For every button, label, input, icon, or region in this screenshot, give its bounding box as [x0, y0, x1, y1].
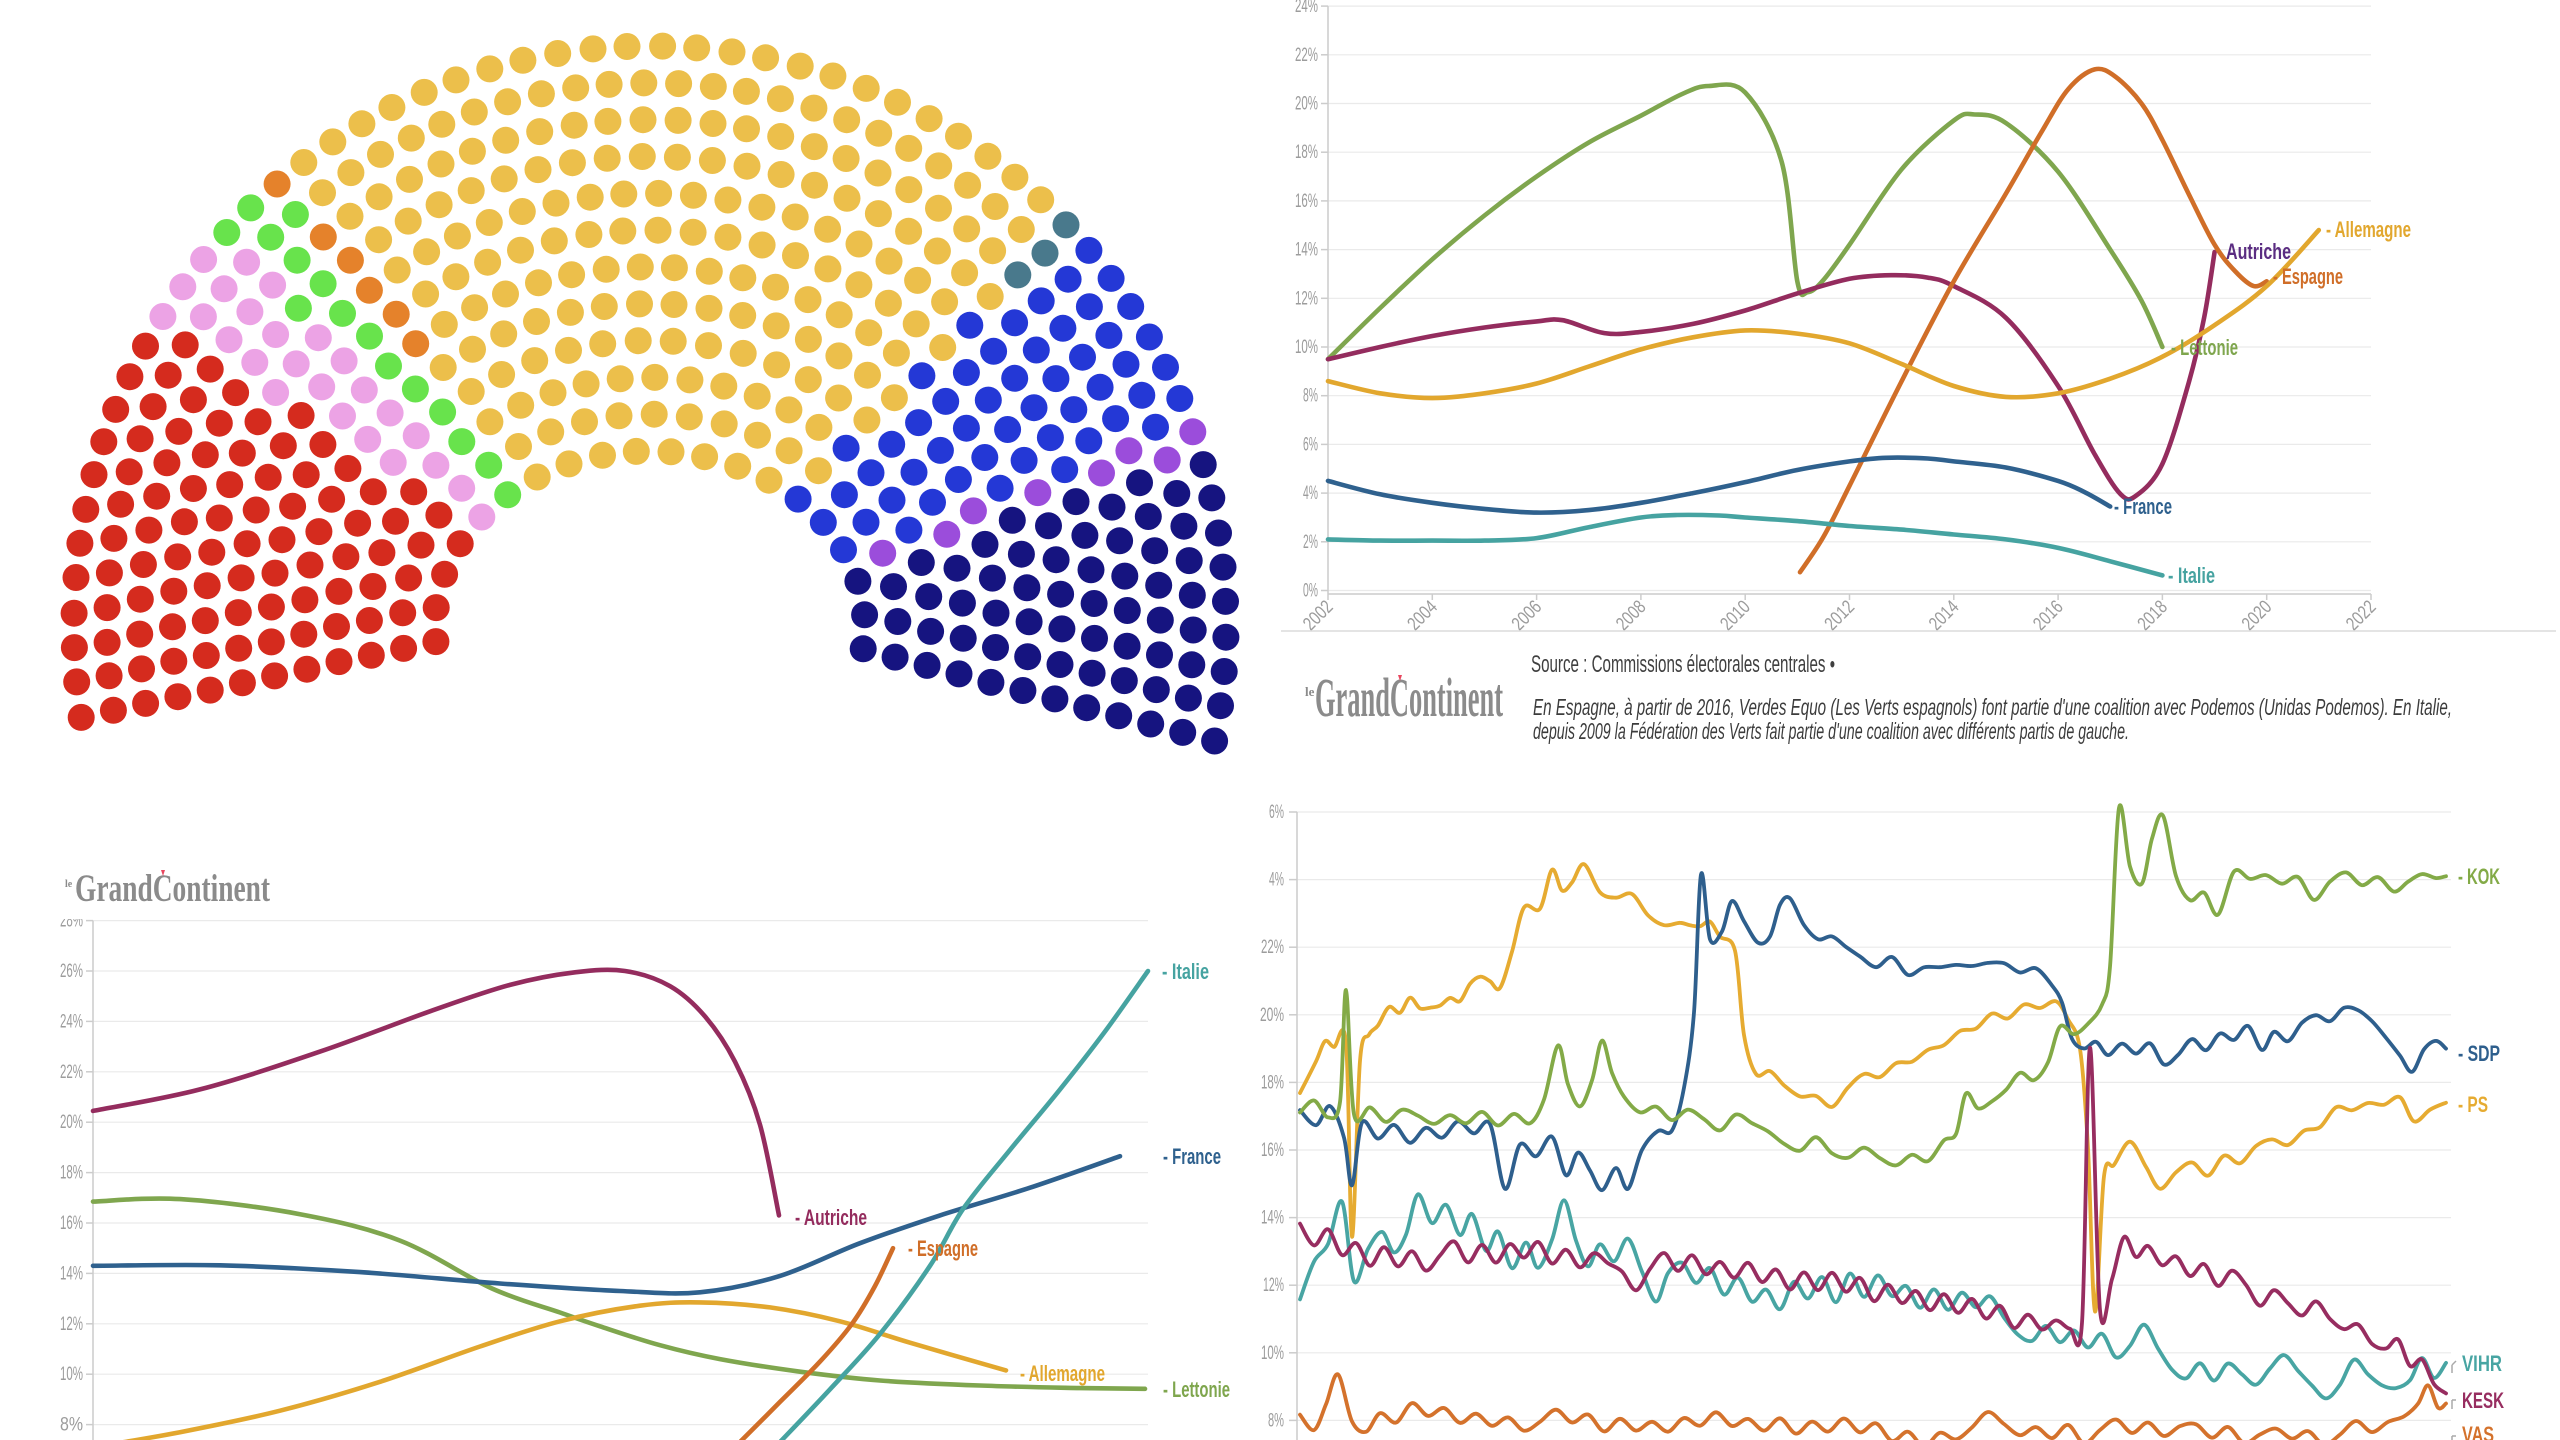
svg-text:Source : Commissions électoral: Source : Commissions électorales central…	[1531, 651, 1835, 678]
svg-text:KESK: KESK	[2462, 1388, 2504, 1413]
svg-text:GrandContinent: GrandContinent	[1315, 667, 1503, 728]
svg-text:18%: 18%	[1295, 142, 1318, 163]
svg-text:14%: 14%	[1261, 1208, 1284, 1229]
svg-text:22%: 22%	[1295, 45, 1318, 66]
svg-text:22%: 22%	[1261, 937, 1284, 958]
svg-text:- Allemagne: - Allemagne	[2326, 217, 2411, 242]
svg-text:VIHR: VIHR	[2462, 1351, 2502, 1376]
svg-text:GrandContinent: GrandContinent	[75, 867, 270, 910]
svg-text:12%: 12%	[1263, 1275, 1284, 1296]
svg-text:18%: 18%	[60, 1163, 83, 1184]
svg-text:En Espagne, à partir de 2016,: En Espagne, à partir de 2016, Verdes Equ…	[1533, 694, 2452, 720]
svg-text:20%: 20%	[1260, 1005, 1284, 1026]
svg-text:20%: 20%	[60, 1112, 83, 1133]
svg-text:- Lettonie: - Lettonie	[2171, 335, 2238, 360]
svg-text:- Autriche: - Autriche	[795, 1205, 867, 1230]
svg-text:24%: 24%	[60, 1011, 83, 1032]
svg-text:10%: 10%	[60, 1364, 83, 1385]
svg-text:VAS: VAS	[2462, 1422, 2494, 1440]
svg-text:- Italie: - Italie	[1162, 959, 1209, 984]
svg-text:le: le	[1305, 684, 1315, 699]
svg-text:- KOK: - KOK	[2458, 864, 2500, 889]
svg-text:- France: - France	[2114, 494, 2172, 519]
svg-text:4%: 4%	[1269, 870, 1284, 891]
svg-text:le: le	[65, 879, 73, 890]
svg-text:Autriche: Autriche	[2226, 239, 2291, 264]
svg-text:20%: 20%	[1295, 94, 1318, 115]
svg-text:26%: 26%	[60, 961, 83, 982]
svg-text:6%: 6%	[1303, 434, 1318, 455]
svg-text:- Espagne: - Espagne	[908, 1236, 978, 1261]
svg-text:18%: 18%	[1261, 1072, 1284, 1093]
svg-text:- France: - France	[1163, 1144, 1221, 1169]
svg-text:16%: 16%	[1295, 191, 1318, 212]
svg-text:14%: 14%	[60, 1263, 83, 1284]
svg-text:- Espagne: - Espagne	[2273, 264, 2343, 289]
svg-text:- Lettonie: - Lettonie	[1163, 1377, 1230, 1402]
svg-text:6%: 6%	[1269, 802, 1284, 823]
svg-text:16%: 16%	[1261, 1140, 1284, 1161]
svg-text:0%: 0%	[1303, 581, 1318, 602]
svg-text:14%: 14%	[1295, 240, 1318, 261]
svg-text:- Allemagne: - Allemagne	[1020, 1361, 1105, 1386]
svg-text:- PS: - PS	[2458, 1092, 2488, 1117]
svg-text:12%: 12%	[1295, 288, 1318, 309]
svg-text:8%: 8%	[1303, 386, 1318, 407]
svg-text:24%: 24%	[1295, 0, 1318, 17]
svg-text:12%: 12%	[60, 1314, 83, 1335]
svg-text:10%: 10%	[1295, 337, 1318, 358]
svg-text:22%: 22%	[60, 1062, 83, 1083]
svg-text:2%: 2%	[1303, 532, 1318, 553]
svg-text:10%: 10%	[1261, 1343, 1284, 1364]
svg-text:8%: 8%	[60, 1415, 83, 1436]
svg-text:depuis 2009 la Fédération des: depuis 2009 la Fédération des Verts fait…	[1533, 718, 2129, 744]
svg-text:- Italie: - Italie	[2168, 563, 2215, 588]
svg-text:16%: 16%	[60, 1213, 83, 1234]
svg-text:4%: 4%	[1303, 483, 1318, 504]
svg-text:- SDP: - SDP	[2458, 1041, 2500, 1066]
svg-text:8%: 8%	[1268, 1410, 1284, 1431]
